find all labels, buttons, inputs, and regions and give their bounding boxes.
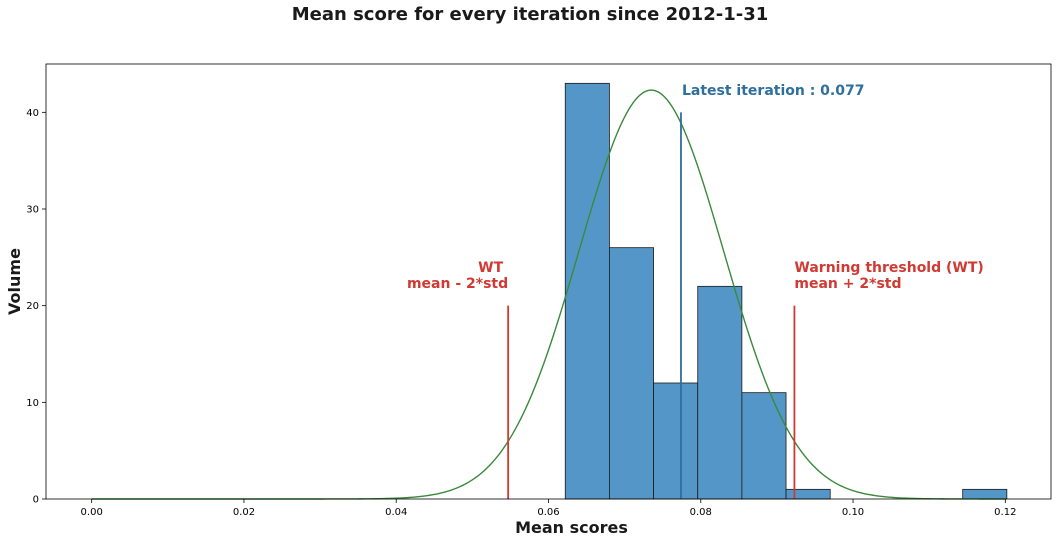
histogram-bars (564, 82, 1008, 500)
x-tick-label: 0.06 (537, 507, 559, 518)
histogram-bar (962, 488, 1008, 500)
histogram-bar (609, 247, 654, 500)
y-tick-label: 40 (26, 108, 39, 119)
lower-threshold-label-line1: WT (478, 260, 503, 276)
y-tick-label: 30 (26, 205, 39, 216)
y-tick-label: 0 (33, 495, 39, 506)
x-tick-label: 0.12 (994, 507, 1016, 518)
x-tick-label: 0.02 (233, 507, 255, 518)
axes: 0.00 0.02 0.04 0.06 0.08 0.10 0.12 0 10 20 30 40 Mea… (5, 63, 1052, 537)
x-axis-label: Mean scores (515, 518, 628, 537)
normal-curve (91, 89, 1006, 500)
upper-threshold-label-line1: Warning threshold (WT) (794, 260, 983, 276)
x-tick-label: 0.10 (842, 507, 864, 518)
histogram-bar (564, 82, 610, 500)
histogram-bar (741, 392, 787, 500)
upper-threshold-label-line2: mean + 2*std (794, 276, 901, 292)
chart-title: Mean score for every iteration since 201… (291, 4, 769, 25)
histogram-bar (653, 382, 699, 500)
histogram-bar (785, 488, 831, 500)
lower-threshold-label-line2: mean - 2*std (407, 276, 508, 292)
normal-curve-layer (91, 89, 1006, 500)
latest-iteration-label: Latest iteration : 0.077 (682, 83, 865, 99)
y-axis-label: Volume (5, 248, 24, 315)
histogram-bar (697, 285, 743, 500)
x-tick-label: 0.04 (385, 507, 407, 518)
y-tick-label: 20 (26, 301, 39, 312)
x-tick-label: 0.00 (81, 507, 103, 518)
marker-lines (507, 112, 796, 499)
y-tick-label: 10 (26, 398, 39, 409)
x-tick-label: 0.08 (690, 507, 712, 518)
